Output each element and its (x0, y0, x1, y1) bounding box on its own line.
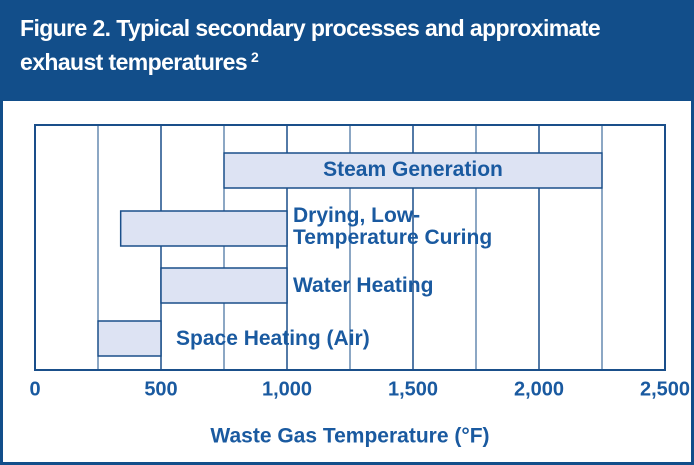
x-tick-label: 2,500 (640, 378, 690, 400)
chart-title: Figure 2. Typical secondary processes an… (20, 15, 601, 75)
x-tick-label: 2,000 (514, 378, 564, 400)
x-axis-label: Waste Gas Temperature (°F) (210, 425, 489, 448)
x-tick-label: 1,000 (262, 378, 312, 400)
bar (223, 152, 603, 189)
x-tick-label: 1,500 (388, 378, 438, 400)
title-note: 2 (251, 49, 259, 65)
category-label: Space Heating (Air) (176, 326, 370, 350)
bar (160, 267, 288, 304)
bar (119, 210, 288, 247)
category-label: Drying, Low- Temperature Curing (293, 203, 493, 249)
x-tick-label: 0 (29, 378, 40, 400)
category-label: Steam Generation (323, 158, 503, 181)
bar (97, 320, 162, 357)
x-tick-label: 500 (144, 378, 177, 400)
frame (0, 101, 694, 465)
category-label: Water Heating (293, 273, 434, 297)
header: Figure 2. Typical secondary processes an… (0, 0, 694, 101)
